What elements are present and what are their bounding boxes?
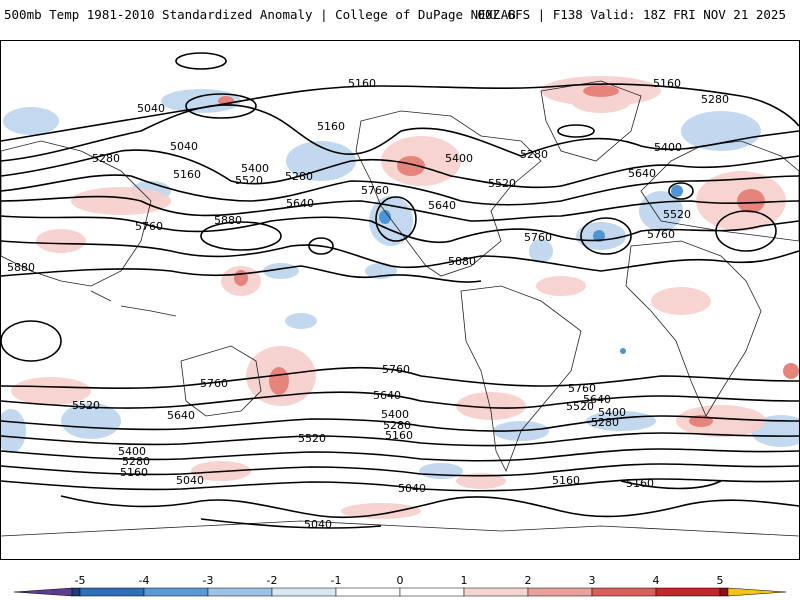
colorbar-segment bbox=[399, 587, 465, 597]
colorbar-tick-label: -1 bbox=[331, 574, 342, 587]
colorbar-tick-label: 5 bbox=[717, 574, 724, 587]
colorbar-svg: -5 -4 -3 -2 -1 0 1 2 3 4 5 bbox=[13, 574, 787, 597]
colorbar-tick-label: 4 bbox=[653, 574, 660, 587]
colorbar-segment bbox=[207, 587, 273, 597]
label-5520-satl: 5520 bbox=[566, 400, 594, 413]
colorbar-segment bbox=[335, 587, 401, 597]
colorbar-tick-label: 3 bbox=[589, 574, 596, 587]
label-5400-spac-west: 5400 bbox=[118, 445, 146, 458]
label-5760-africa: 5760 bbox=[647, 228, 675, 241]
title-bar: 500mb Temp 1981-2010 Standardized Anomal… bbox=[0, 0, 800, 28]
label-5040-ant-2: 5040 bbox=[398, 482, 426, 495]
label-5760-us-west: 5760 bbox=[361, 184, 389, 197]
label-5400-satl: 5400 bbox=[598, 406, 626, 419]
map-panel: 5160 5040 5040 5280 5160 5400 5520 5280 … bbox=[0, 40, 800, 560]
colorbar-segment bbox=[71, 587, 81, 597]
colorbar-tick-label: -5 bbox=[75, 574, 86, 587]
label-5760-sam: 5760 bbox=[382, 363, 410, 376]
label-5040-bering: 5040 bbox=[137, 102, 165, 115]
colorbar-high-extend bbox=[727, 587, 787, 597]
label-5160-pacific-north: 5160 bbox=[348, 77, 376, 90]
label-5520-spac-west: 5520 bbox=[72, 399, 100, 412]
colorbar-low-extend bbox=[13, 587, 73, 597]
label-5160-satl-1: 5160 bbox=[552, 474, 580, 487]
label-5400-canada: 5400 bbox=[445, 152, 473, 165]
label-5640-europe: 5640 bbox=[628, 167, 656, 180]
colorbar-tick-label: -2 bbox=[267, 574, 278, 587]
label-5640-us: 5640 bbox=[428, 199, 456, 212]
label-5520-npac: 5520 bbox=[235, 174, 263, 187]
label-5280-spac-west: 5280 bbox=[122, 455, 150, 468]
colorbar-segment bbox=[719, 587, 729, 597]
colorbar-segment bbox=[591, 587, 657, 597]
label-5040-ant-1: 5040 bbox=[176, 474, 204, 487]
label-5760-npac-west: 5760 bbox=[135, 220, 163, 233]
colorbar-ticks: -5 -4 -3 -2 -1 0 1 2 3 4 5 bbox=[75, 574, 724, 587]
colorbar-blocks bbox=[13, 587, 787, 597]
colorbar-tick-label: -3 bbox=[203, 574, 214, 587]
label-5400-npac: 5400 bbox=[241, 162, 269, 175]
map-title: 500mb Temp 1981-2010 Standardized Anomal… bbox=[4, 7, 516, 22]
colorbar: -5 -4 -3 -2 -1 0 1 2 3 4 5 bbox=[0, 572, 800, 600]
label-5760-satl: 5760 bbox=[568, 382, 596, 395]
label-5160-alaska: 5160 bbox=[317, 120, 345, 133]
colorbar-segment bbox=[463, 587, 529, 597]
label-5760-spac: 5760 bbox=[200, 377, 228, 390]
colorbar-tick-label: 1 bbox=[461, 574, 468, 587]
colorbar-tick-label: 2 bbox=[525, 574, 532, 587]
label-5160-satl-2: 5160 bbox=[626, 477, 654, 490]
label-5880-asia: 5880 bbox=[7, 261, 35, 274]
label-5880-gulf: 5880 bbox=[448, 255, 476, 268]
label-5040-aleutian: 5040 bbox=[170, 140, 198, 153]
colorbar-tick-label: 0 bbox=[397, 574, 404, 587]
label-5280-npac-east: 5280 bbox=[285, 170, 313, 183]
label-5640-sam: 5640 bbox=[373, 389, 401, 402]
label-5160-arctic: 5160 bbox=[653, 77, 681, 90]
label-5160-sam: 5160 bbox=[385, 429, 413, 442]
colorbar-tick-label: -4 bbox=[139, 574, 150, 587]
anomaly-shading-warm-strong bbox=[218, 85, 799, 427]
height-contours bbox=[1, 52, 799, 529]
label-5280-arctic: 5280 bbox=[701, 93, 729, 106]
model-run-info: 00Z GFS | F138 Valid: 18Z FRI NOV 21 202… bbox=[477, 7, 786, 22]
label-5640-satl: 5640 bbox=[583, 393, 611, 406]
colorbar-segment bbox=[271, 587, 337, 597]
label-5280-atlantic: 5280 bbox=[520, 148, 548, 161]
label-5880-subtrop: 5880 bbox=[214, 214, 242, 227]
label-5280-npac: 5280 bbox=[92, 152, 120, 165]
label-5400-sam: 5400 bbox=[381, 408, 409, 421]
label-5760-atlantic: 5760 bbox=[524, 231, 552, 244]
label-5280-satl: 5280 bbox=[591, 416, 619, 429]
anomaly-shading-cold-strong bbox=[379, 185, 683, 354]
contour-labels: 5160 5040 5040 5280 5160 5400 5520 5280 … bbox=[7, 77, 729, 531]
label-5520-europe: 5520 bbox=[663, 208, 691, 221]
label-5640-spac: 5640 bbox=[167, 409, 195, 422]
label-5280-sam: 5280 bbox=[383, 419, 411, 432]
colorbar-segment bbox=[655, 587, 721, 597]
label-5160-spac-west: 5160 bbox=[120, 466, 148, 479]
colorbar-segment bbox=[79, 587, 145, 597]
label-5160-npac: 5160 bbox=[173, 168, 201, 181]
label-5400-europe: 5400 bbox=[654, 141, 682, 154]
colorbar-segment bbox=[143, 587, 209, 597]
label-5520-spac: 5520 bbox=[298, 432, 326, 445]
colorbar-segment bbox=[527, 587, 593, 597]
map-canvas: 5160 5040 5040 5280 5160 5400 5520 5280 … bbox=[1, 52, 799, 537]
label-5640-npac: 5640 bbox=[286, 197, 314, 210]
label-5520-east: 5520 bbox=[488, 177, 516, 190]
label-5040-ant-3: 5040 bbox=[304, 518, 332, 531]
